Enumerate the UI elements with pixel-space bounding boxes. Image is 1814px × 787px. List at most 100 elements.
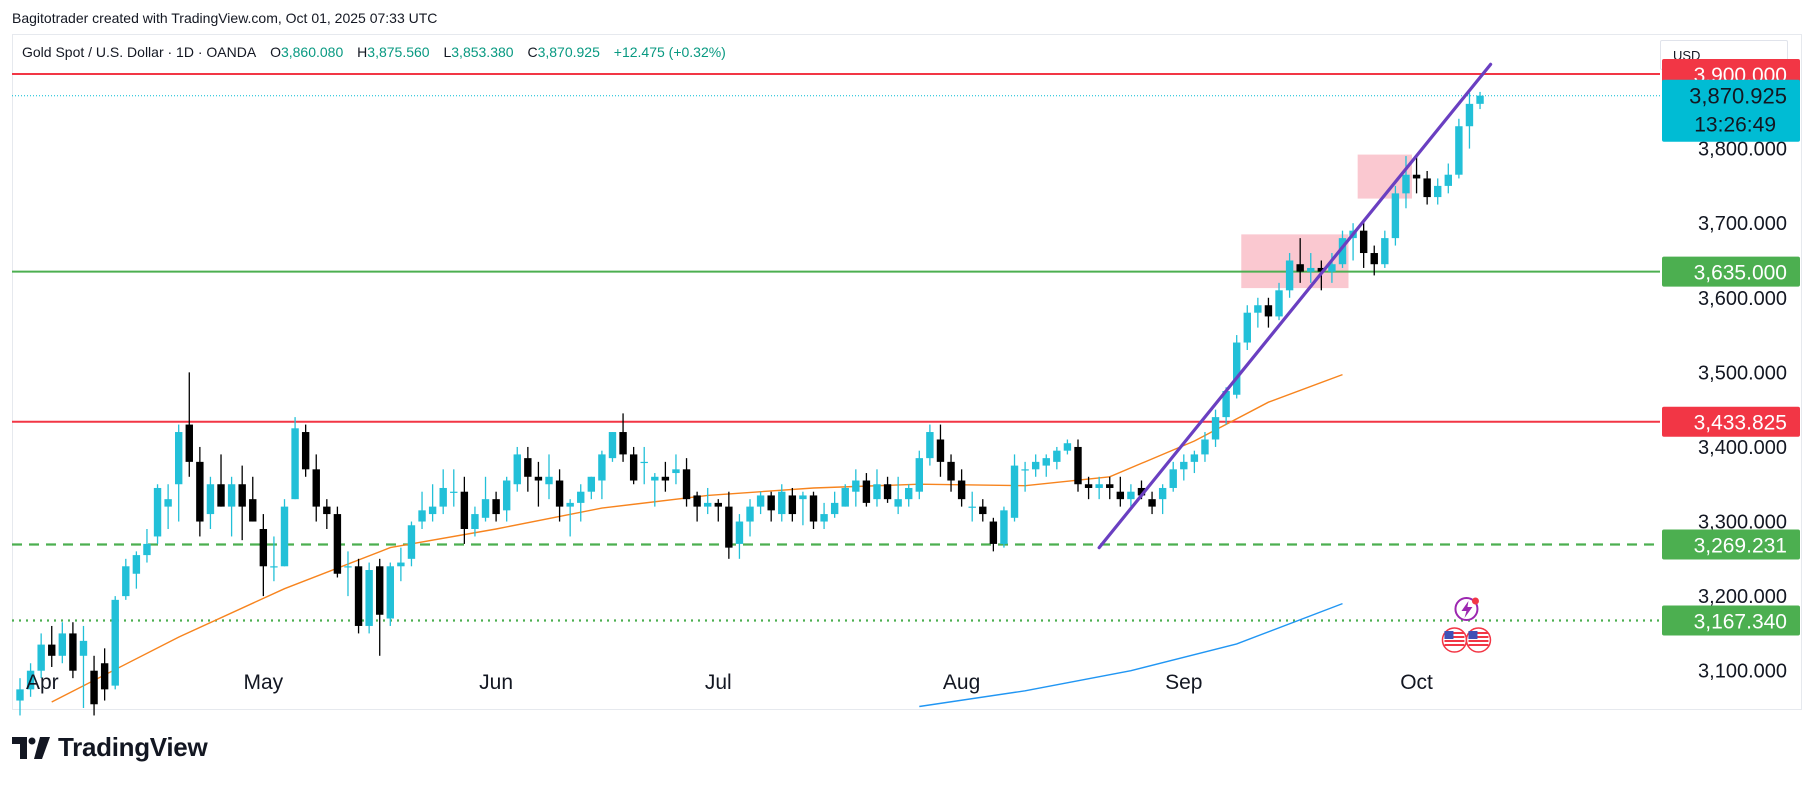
candle-body xyxy=(598,454,606,481)
candle xyxy=(524,446,532,492)
candle-body xyxy=(502,480,511,511)
candle xyxy=(1190,450,1199,474)
candle-body xyxy=(1338,238,1347,265)
candle xyxy=(1275,282,1283,321)
candle-body xyxy=(1031,461,1040,470)
candle-body xyxy=(344,566,352,568)
candle xyxy=(1307,253,1315,283)
high-value: 3,875.560 xyxy=(367,44,430,60)
candle xyxy=(1021,461,1029,492)
candle xyxy=(1233,335,1241,399)
candle-body xyxy=(756,495,765,507)
candle xyxy=(1042,454,1050,477)
x-tick-label: Aug xyxy=(943,671,980,694)
candle-body xyxy=(376,566,384,615)
candle-body xyxy=(915,458,923,492)
candle xyxy=(259,514,268,597)
y-tick-label: 3,600.000 xyxy=(1698,288,1787,310)
tradingview-logo[interactable]: TradingView xyxy=(12,732,208,763)
candle xyxy=(1222,387,1230,425)
candle xyxy=(841,484,849,507)
candle xyxy=(629,446,638,485)
candle-body xyxy=(238,484,246,507)
chart-frame xyxy=(12,34,1802,710)
candle-body xyxy=(746,506,754,522)
candle-body xyxy=(1412,174,1421,179)
candle xyxy=(862,473,871,507)
candle xyxy=(746,499,754,537)
candle xyxy=(1296,238,1304,283)
candle-body xyxy=(1423,178,1431,198)
candle-body xyxy=(555,480,564,507)
candle-body xyxy=(830,502,839,515)
candle-body xyxy=(672,469,680,474)
candle xyxy=(587,476,596,500)
candle-body xyxy=(989,521,998,544)
y-tick-label: 3,100.000 xyxy=(1698,661,1787,683)
candle-body xyxy=(1233,342,1241,395)
candle-body xyxy=(704,502,712,507)
flag-stripe xyxy=(1468,644,1489,646)
candle xyxy=(450,469,458,507)
trendline-group xyxy=(1097,62,1493,550)
candle-body xyxy=(894,499,902,507)
candle xyxy=(619,413,627,462)
candle-body xyxy=(397,562,405,567)
candle xyxy=(153,484,162,544)
candle-body xyxy=(227,484,236,507)
candle-body xyxy=(1381,238,1389,265)
moving-averages xyxy=(51,373,1343,708)
candle-body xyxy=(37,644,45,671)
candle-body xyxy=(841,487,849,507)
candle-body xyxy=(217,484,225,507)
candle xyxy=(704,487,712,515)
candle xyxy=(1381,230,1389,268)
candle xyxy=(238,465,246,541)
candle-body xyxy=(1074,446,1082,485)
candle xyxy=(164,484,172,529)
candle xyxy=(640,446,648,485)
candle-body xyxy=(1444,174,1452,186)
candle-body xyxy=(1211,417,1220,440)
candle-body xyxy=(1158,487,1167,500)
level-price-tag-text: 3,433.825 xyxy=(1694,412,1787,435)
close-label: C xyxy=(527,44,538,60)
candle xyxy=(1211,409,1220,447)
candle xyxy=(90,655,98,716)
candle xyxy=(577,484,585,522)
candle-body xyxy=(1370,253,1378,265)
candle xyxy=(936,424,945,477)
candle xyxy=(534,461,543,507)
symbol-title: Gold Spot / U.S. Dollar · 1D · OANDA xyxy=(22,44,257,60)
publisher-caption: Bagitotrader created with TradingView.co… xyxy=(12,10,438,26)
candle xyxy=(555,469,564,522)
candle-body xyxy=(418,510,426,522)
x-tick-label: Jun xyxy=(479,671,513,694)
candle xyxy=(1476,91,1484,110)
change-value: +12.475 (+0.32%) xyxy=(613,44,726,60)
candle xyxy=(957,469,966,507)
level-price-tag: 3,269.231 xyxy=(1662,529,1800,560)
candle xyxy=(206,476,215,529)
candle-body xyxy=(185,424,193,462)
candle xyxy=(883,476,892,503)
level-price-tag-text: 3,167.340 xyxy=(1694,610,1787,633)
candle xyxy=(799,491,807,526)
candle xyxy=(460,476,469,544)
candle xyxy=(788,487,797,522)
candle xyxy=(1465,92,1474,149)
candle xyxy=(1264,297,1273,328)
candle-body xyxy=(1222,391,1230,418)
candle-body xyxy=(1190,454,1199,462)
candle xyxy=(926,424,934,466)
y-tick-label: 3,500.000 xyxy=(1698,362,1787,384)
candle-body xyxy=(26,670,35,690)
candle-body xyxy=(1127,491,1135,500)
candle-body xyxy=(471,514,479,529)
candle-body xyxy=(407,525,416,559)
candle xyxy=(1010,454,1019,522)
candle xyxy=(693,491,701,522)
candle xyxy=(376,558,384,656)
candle-body xyxy=(788,495,797,515)
